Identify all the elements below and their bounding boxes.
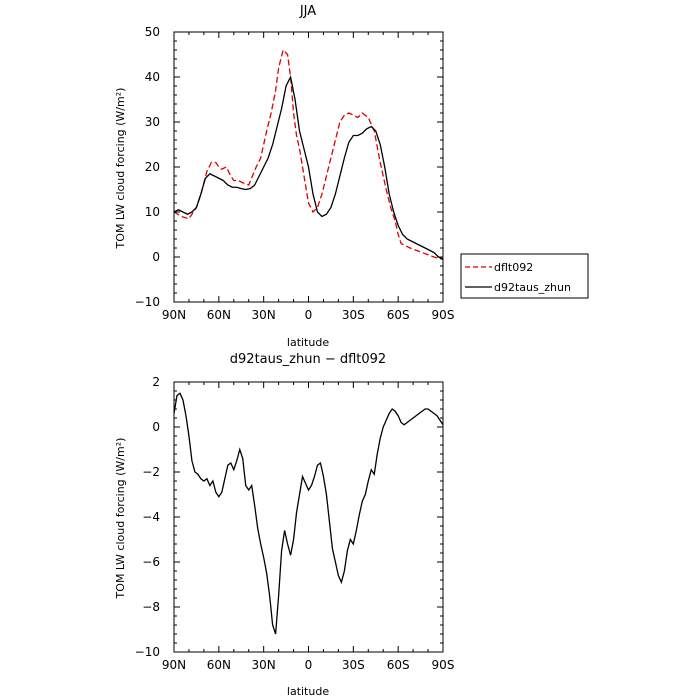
top-y-tick-label: 50: [145, 25, 160, 39]
top-y-tick-label: 30: [145, 115, 160, 129]
top-y-tick-label: 40: [145, 70, 160, 84]
top-plot-frame: [173, 31, 444, 303]
bottom-x-tick-label: 60N: [207, 658, 231, 672]
bottom-y-tick-label: −4: [142, 510, 160, 524]
bottom-x-tick-label: 0: [305, 658, 313, 672]
bottom-x-tick-label: 60S: [387, 658, 410, 672]
top-x-tick-label: 90S: [432, 308, 455, 322]
top-y-axis-title: TOM LW cloud forcing (W/m²): [114, 88, 127, 250]
top-x-tick-label: 60S: [387, 308, 410, 322]
bottom-y-tick-label: −10: [135, 645, 160, 659]
bottom-x-tick-label: 30S: [342, 658, 365, 672]
top-x-tick-label: 90N: [162, 308, 186, 322]
top-y-tick-label: 20: [145, 160, 160, 174]
bottom-y-axis-title: TOM LW cloud forcing (W/m²): [114, 438, 127, 600]
top-x-tick-label: 60N: [207, 308, 231, 322]
top-series-line-dflt092: [173, 48, 444, 260]
top-series-line-d92taus-zhun: [173, 75, 444, 260]
top-x-axis-title: latitude: [287, 336, 329, 349]
bottom-series-line-difference: [173, 392, 444, 635]
top-x-tick-label: 30S: [342, 308, 365, 322]
legend-label-dflt092: dflt092: [494, 261, 533, 274]
bottom-panel: d92taus_zhun − dflt092 TOM LW cloud forc…: [114, 352, 454, 698]
bottom-chart-title: d92taus_zhun − dflt092: [230, 352, 386, 367]
top-y-tick-label: 10: [145, 205, 160, 219]
bottom-x-axis-title: latitude: [287, 685, 329, 698]
legend: dflt092 d92taus_zhun: [460, 253, 589, 299]
top-y-tick-label: −10: [135, 295, 160, 309]
bottom-x-tick-label: 90S: [432, 658, 455, 672]
bottom-plot-area: 90N 60N 30N 0 30S 60S 90S −10 −8 −6 −4 −2 0 2: [135, 375, 455, 672]
top-panel: JJA TOM LW cloud forcing (W/m²) latitude…: [114, 4, 589, 349]
legend-label-d92taus-zhun: d92taus_zhun: [494, 281, 571, 294]
top-x-tick-label: 0: [305, 308, 313, 322]
legend-box: [460, 253, 589, 299]
bottom-y-tick-label: 0: [152, 420, 160, 434]
top-y-tick-label: 0: [152, 250, 160, 264]
bottom-y-tick-label: −2: [142, 465, 160, 479]
bottom-plot-frame: [173, 381, 444, 653]
bottom-y-tick-label: −6: [142, 555, 160, 569]
bottom-y-tick-label: −8: [142, 600, 160, 614]
top-plot-area: 90N 60N 30N 0 30S 60S 90S −10 0 10 20 30 40 50: [135, 25, 455, 322]
top-chart-title: JJA: [299, 4, 316, 19]
bottom-y-tick-label: 2: [152, 375, 160, 389]
bottom-x-tick-label: 90N: [162, 658, 186, 672]
bottom-x-tick-label: 30N: [252, 658, 276, 672]
top-x-tick-label: 30N: [252, 308, 276, 322]
